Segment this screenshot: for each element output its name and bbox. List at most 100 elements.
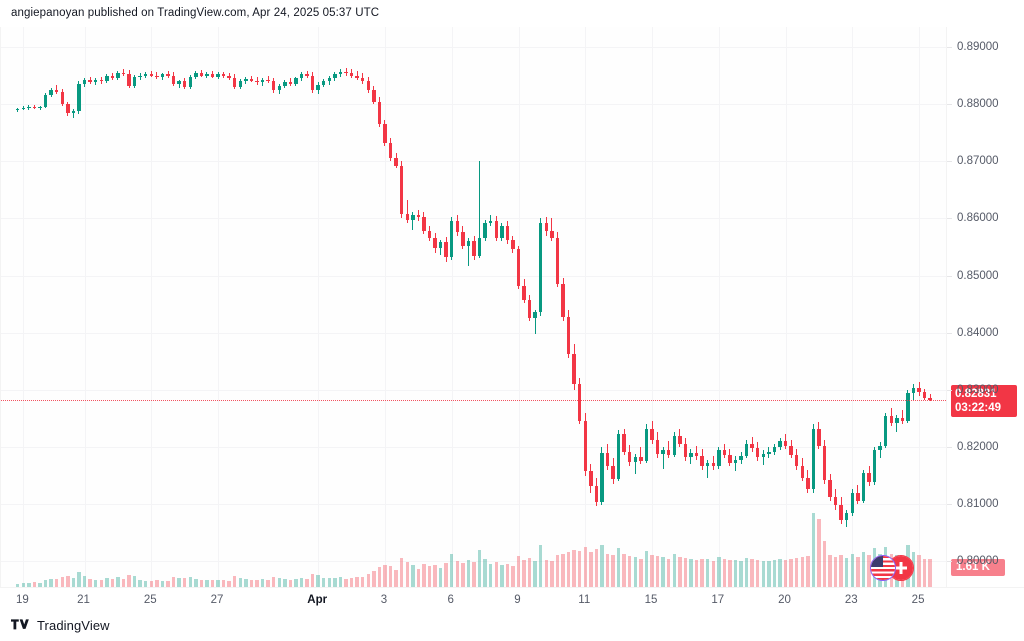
price-axis[interactable]: 0.82831 03:22:49 1.61 K 0.89000 0.88000 0.… <box>946 27 1024 587</box>
chart-plot-area[interactable] <box>0 27 946 587</box>
candle-body <box>633 457 638 462</box>
candle-body <box>694 452 699 457</box>
candle-body <box>817 428 821 446</box>
gridline-horizontal <box>1 104 946 106</box>
volume-bar <box>361 576 365 587</box>
candle-body <box>639 457 643 461</box>
gridline-vertical <box>384 27 386 587</box>
volume-bar <box>244 579 248 587</box>
volume-bar <box>233 576 237 587</box>
candle-body <box>327 77 332 82</box>
volume-bar <box>839 555 843 587</box>
volume-bar <box>539 544 543 587</box>
candle-body <box>366 81 370 91</box>
candle-body <box>372 90 376 102</box>
volume-bar <box>461 562 465 587</box>
candle-body <box>221 74 226 77</box>
candle-wick <box>406 200 408 223</box>
candle-body <box>566 316 571 355</box>
volume-bar <box>327 578 332 587</box>
volume-bar <box>388 565 393 587</box>
candle-body <box>705 463 710 467</box>
volume-bar <box>583 546 587 587</box>
time-axis-tick: 27 <box>210 594 224 606</box>
candle-body <box>678 435 682 444</box>
volume-bar <box>488 564 493 587</box>
candle-body <box>906 393 910 421</box>
price-axis-tick: 0.83000 <box>947 384 999 396</box>
volume-bar <box>55 579 59 587</box>
volume-bar <box>455 561 460 587</box>
candle-body <box>572 354 576 385</box>
volume-bar <box>177 578 181 587</box>
candle-body <box>361 77 365 82</box>
candle-body <box>611 466 615 479</box>
candle-body <box>355 75 359 78</box>
candle-body <box>628 451 632 462</box>
gridline-vertical <box>151 27 153 587</box>
volume-bar <box>811 513 816 587</box>
candle-body <box>305 74 309 76</box>
candle-body <box>783 441 788 446</box>
volume-bar <box>550 561 554 587</box>
volume-bar <box>672 554 676 587</box>
candle-wick <box>551 218 553 242</box>
candle-body <box>661 450 665 454</box>
volume-bar <box>310 573 315 587</box>
volume-bar <box>416 568 421 587</box>
gridline-vertical <box>919 27 921 587</box>
candle-body <box>756 448 760 458</box>
candle-wick <box>734 456 736 471</box>
price-axis-tick: 0.80000 <box>947 555 999 567</box>
candle-wick <box>707 459 709 478</box>
volume-bar <box>43 579 48 587</box>
volume-bar <box>694 560 699 587</box>
candle-body <box>505 226 510 241</box>
time-axis[interactable]: 19 21 25 27 Apr 3 6 9 11 15 17 20 23 25 <box>0 587 1024 613</box>
time-axis-tick: 25 <box>143 594 157 606</box>
candle-body <box>589 471 593 486</box>
candle-wick <box>33 104 35 109</box>
time-axis-tick: 17 <box>711 594 725 606</box>
candle-body <box>205 73 209 76</box>
volume-bar <box>121 578 126 587</box>
candle-wick <box>122 68 124 76</box>
candle-body <box>550 231 554 238</box>
gridline-vertical <box>23 27 25 587</box>
candle-body <box>466 241 471 246</box>
volume-bar <box>93 580 98 587</box>
candle-body <box>71 111 76 114</box>
volume-bar <box>761 560 766 587</box>
candle-body <box>722 450 727 455</box>
volume-bar <box>667 558 671 587</box>
candle-body <box>394 157 398 166</box>
candle-body <box>850 492 855 514</box>
volume-series <box>1 27 946 587</box>
volume-bar <box>728 559 732 587</box>
candle-body <box>144 73 148 76</box>
volume-bar <box>611 555 615 587</box>
volume-bar <box>438 567 443 587</box>
volume-bar <box>411 565 415 587</box>
candle-body <box>260 79 265 83</box>
tradingview-logo-icon <box>11 619 29 630</box>
candle-body <box>377 101 382 124</box>
candle-body <box>533 312 537 318</box>
candle-body <box>399 165 404 214</box>
volume-bar <box>483 558 487 587</box>
gridline-horizontal <box>1 561 946 563</box>
us-dollar-flag-icon <box>870 555 897 581</box>
chart-gridlines <box>1 27 946 587</box>
price-axis-tick-dash <box>947 104 952 106</box>
price-axis-tick-dash <box>947 447 952 448</box>
candle-body <box>405 213 409 220</box>
candle-body <box>177 81 181 84</box>
volume-bar <box>850 553 855 587</box>
candle-body <box>700 456 704 467</box>
volume-bar <box>427 566 432 587</box>
candle-body <box>594 485 599 502</box>
volume-bar <box>861 551 866 587</box>
candle-body <box>461 232 465 246</box>
time-axis-tick: 21 <box>77 594 90 606</box>
